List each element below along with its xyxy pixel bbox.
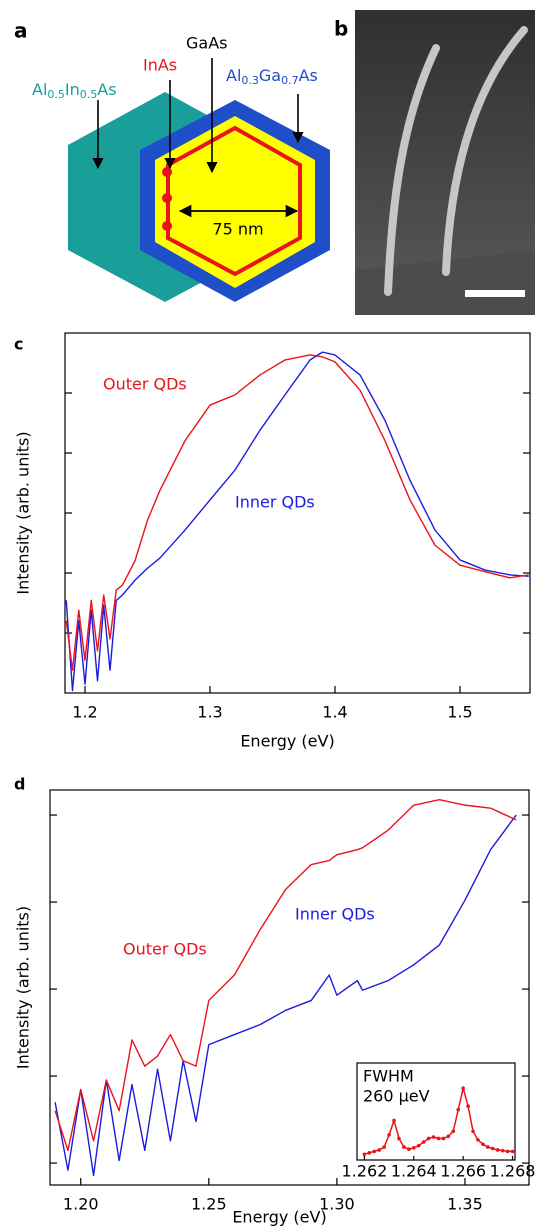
data-point <box>466 1104 470 1108</box>
data-point <box>436 1136 441 1141</box>
micrograph: b <box>334 10 535 315</box>
x-tick-label: 1.25 <box>191 1195 227 1214</box>
data-point <box>500 1148 505 1153</box>
quantum-dot <box>162 221 172 231</box>
data-point <box>490 1146 495 1151</box>
material-label: InAs <box>143 56 177 75</box>
x-tick-label: 1.2 <box>72 703 97 722</box>
data-point <box>372 1149 377 1154</box>
panel-label: a <box>14 19 28 43</box>
data-point <box>451 1129 456 1134</box>
x-tick-label: 1.266 <box>440 1162 486 1181</box>
scale-bar <box>465 290 525 297</box>
panel-label: d <box>14 775 25 794</box>
x-tick-label: 1.262 <box>342 1162 388 1181</box>
inset-frame <box>356 1062 516 1161</box>
data-point <box>362 1152 367 1157</box>
spectrum-line <box>54 814 517 1177</box>
data-point <box>471 1129 475 1134</box>
data-point <box>476 1138 480 1142</box>
series-label: Inner QDs <box>235 493 315 512</box>
nanowire <box>384 44 440 296</box>
data-point <box>481 1142 485 1146</box>
data-point <box>416 1143 421 1148</box>
quantum-dot <box>162 193 172 203</box>
y-axis-label: Intensity (arb. units) <box>14 431 33 594</box>
x-axis-label: Energy (eV) <box>240 732 334 751</box>
data-point <box>377 1148 382 1152</box>
x-tick-label: 1.4 <box>322 703 347 722</box>
plot-frame <box>49 789 530 1186</box>
quantum-dot <box>162 167 172 177</box>
x-tick-label: 1.5 <box>447 703 472 722</box>
x-axis-label: Energy (eV) <box>232 1208 326 1227</box>
data-point <box>505 1149 510 1154</box>
series-label: Outer QDs <box>103 375 187 394</box>
x-tick-label: 1.20 <box>63 1195 99 1214</box>
data-point <box>446 1134 451 1139</box>
data-point <box>510 1149 515 1154</box>
data-point <box>382 1145 386 1149</box>
x-tick-label: 1.35 <box>447 1195 483 1214</box>
data-point <box>411 1145 416 1150</box>
data-point <box>421 1140 426 1144</box>
spectrum-line <box>65 351 529 692</box>
material-label: Al0.5In0.5As <box>32 80 117 102</box>
data-point <box>431 1135 436 1139</box>
data-point <box>392 1118 396 1123</box>
data-point <box>441 1136 446 1141</box>
series-label: Outer QDs <box>123 940 207 959</box>
data-point <box>461 1086 465 1090</box>
data-point <box>486 1145 490 1149</box>
series-label: Inner QDs <box>295 905 375 924</box>
x-tick-label: 1.3 <box>197 703 222 722</box>
material-label: Al0.3Ga0.7As <box>226 66 318 88</box>
data-point <box>402 1145 406 1149</box>
data-point <box>387 1133 391 1137</box>
data-point <box>426 1136 431 1141</box>
substrate-edge <box>355 250 535 315</box>
nanowire <box>442 26 528 276</box>
data-point <box>397 1136 401 1141</box>
y-axis-label: Intensity (arb. units) <box>14 906 33 1069</box>
x-tick-label: 1.268 <box>490 1162 535 1181</box>
spectrum-line <box>54 799 517 1152</box>
spectrum-line <box>65 354 529 671</box>
data-point <box>456 1107 461 1112</box>
core <box>155 116 315 288</box>
data-point <box>407 1147 411 1152</box>
panel-label: b <box>334 17 348 41</box>
data-point <box>495 1148 500 1152</box>
x-tick-label: 1.264 <box>391 1162 437 1181</box>
x-tick-label: 1.30 <box>319 1195 355 1214</box>
diagram: a Al0.5In0.5As InAs GaAs Al0.3Ga0.7As 75… <box>14 19 330 302</box>
data-point <box>367 1151 372 1155</box>
inset-annotation: 260 µeV <box>363 1087 430 1106</box>
dimension-label: 75 nm <box>212 220 263 239</box>
panel-label: c <box>14 335 23 354</box>
inset-annotation: FWHM <box>363 1067 414 1086</box>
material-label: GaAs <box>186 34 227 53</box>
